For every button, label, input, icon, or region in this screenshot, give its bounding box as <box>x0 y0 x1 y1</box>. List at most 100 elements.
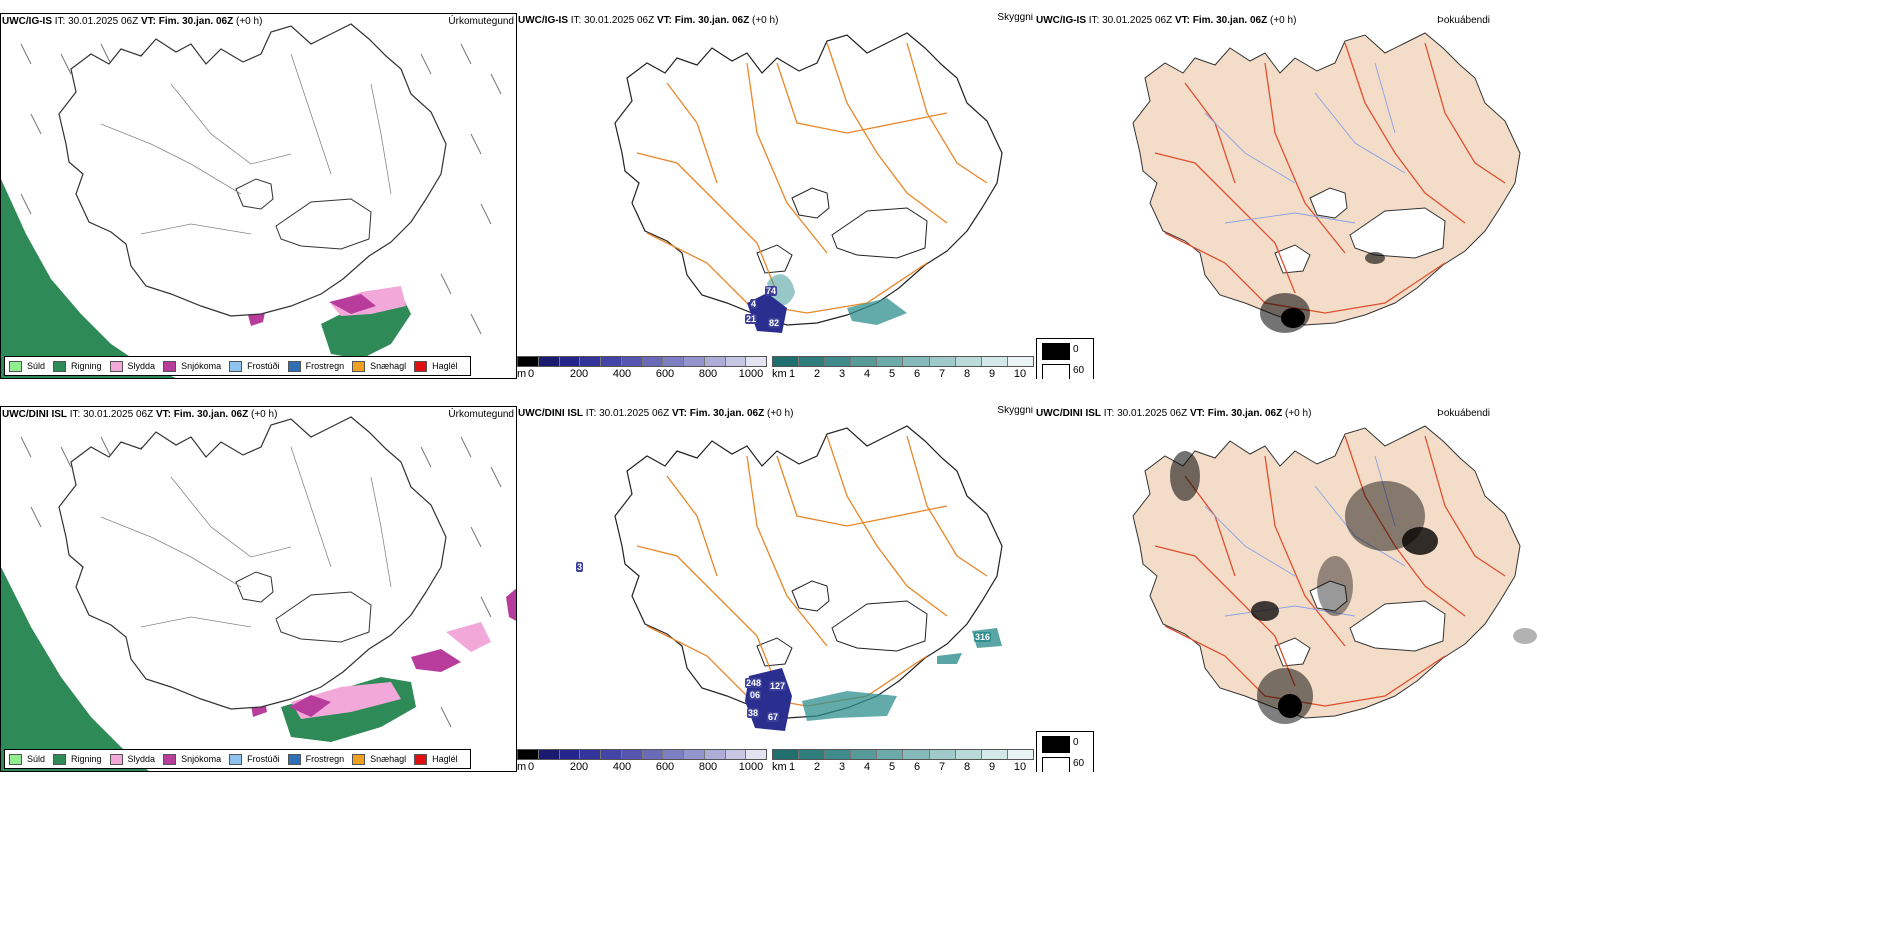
panel-title: Skyggni <box>997 406 1033 416</box>
km-tick: 3 <box>838 761 846 772</box>
vis-label: 82 <box>768 318 781 328</box>
km-tick: 6 <box>913 368 921 379</box>
valid-time-label: VT: <box>140 16 156 27</box>
legend-swatch <box>287 753 301 765</box>
legend-swatch <box>163 360 177 372</box>
legend-item-frostudi: Frostúði <box>229 753 280 765</box>
fog-legend: 0 60 <box>1036 338 1094 379</box>
km-colorbar-cells <box>772 356 1034 367</box>
fog-map-bottom <box>1132 425 1537 724</box>
valid-time: Fim. 30.jan. 06Z <box>674 15 750 26</box>
height-tick: 0 <box>527 761 535 772</box>
init-time: IT: 30.01.2025 06Z <box>570 15 655 26</box>
km-colorbar-cells <box>772 749 1034 760</box>
km-tick: 5 <box>888 761 896 772</box>
legend-item-slydda: Slydda <box>109 753 155 765</box>
height-tick: 800 <box>698 761 718 772</box>
height-unit: m <box>517 368 527 379</box>
precip-legend: Súld Rigning Slydda Snjókoma Frostúði Fr… <box>4 749 471 769</box>
legend-swatch <box>9 360 22 372</box>
km-tick: 7 <box>938 368 946 379</box>
km-tick: 9 <box>988 761 996 772</box>
legend-item-rigning: Rigning <box>53 360 102 372</box>
fog-index-panel-top: UWC/IG-IS IT: 30.01.2025 06Z VT: Fim. 30… <box>1035 13 1555 379</box>
vis-label: 38 <box>747 708 760 718</box>
panel-title: Þokuábendi <box>1437 15 1490 26</box>
legend-swatch <box>414 753 428 765</box>
valid-time: Fim. 30.jan. 06Z <box>689 408 765 419</box>
legend-swatch <box>163 753 177 765</box>
legend-swatch <box>414 360 428 372</box>
fog-legend-swatch <box>1042 736 1070 753</box>
height-tick: 1000 <box>738 368 764 379</box>
visibility-panel-bottom: 248 127 06 38 67 316 3 UWC/DINI ISL IT: … <box>517 406 1035 772</box>
fog-legend: 0 60 <box>1036 731 1094 772</box>
init-time: IT: 30.01.2025 06Z <box>69 409 154 420</box>
km-colorbar: 1 2 3 4 5 6 7 8 9 10 km <box>772 749 1034 772</box>
valid-time: Fim. 30.jan. 06Z <box>173 409 249 420</box>
km-tick: 3 <box>838 368 846 379</box>
legend-item-snaehagl: Snæhagl <box>352 753 406 765</box>
height-tick: 400 <box>612 761 632 772</box>
height-tick: 0 <box>527 368 535 379</box>
km-tick: 8 <box>963 761 971 772</box>
init-time: IT: 30.01.2025 06Z <box>54 16 139 27</box>
model-name: UWC/DINI ISL <box>518 408 583 419</box>
height-colorbar-cells <box>517 356 767 367</box>
model-name: UWC/IG-IS <box>518 15 568 26</box>
legend-swatch <box>53 753 67 765</box>
valid-time-label: VT: <box>656 15 672 26</box>
legend-item-haglel: Haglél <box>414 360 458 372</box>
fog-map-top <box>1132 32 1521 333</box>
lead-time: (+0 h) <box>767 408 794 419</box>
km-unit: km <box>772 761 787 772</box>
lead-time: (+0 h) <box>251 409 278 420</box>
valid-time-label: VT: <box>155 409 171 420</box>
legend-swatch <box>352 360 366 372</box>
precip-map-bottom <box>1 416 516 771</box>
km-tick: 9 <box>988 368 996 379</box>
fog-legend-value: 60 <box>1073 758 1085 769</box>
init-time: IT: 30.01.2025 06Z <box>1088 15 1173 26</box>
legend-item-snaehagl: Snæhagl <box>352 360 406 372</box>
legend-item-frostudi: Frostúði <box>229 360 280 372</box>
legend-swatch <box>229 360 243 372</box>
height-tick: 200 <box>569 368 589 379</box>
vis-label: 248 <box>745 678 763 688</box>
precip-map-top <box>1 23 502 378</box>
km-tick: 1 <box>788 761 796 772</box>
height-tick: 200 <box>569 761 589 772</box>
legend-swatch <box>229 753 243 765</box>
vis-label: 67 <box>767 712 780 722</box>
fog-legend-value: 60 <box>1073 365 1085 376</box>
vis-label: 316 <box>974 632 992 642</box>
panel-title: Þokuábendi <box>1437 408 1490 419</box>
legend-swatch <box>109 360 123 372</box>
lead-time: (+0 h) <box>236 16 263 27</box>
lead-time: (+0 h) <box>1285 408 1312 419</box>
init-time: IT: 30.01.2025 06Z <box>1103 408 1188 419</box>
km-unit: km <box>772 368 787 379</box>
fog-legend-swatch <box>1042 343 1070 360</box>
fog-index-panel-bottom: UWC/DINI ISL IT: 30.01.2025 06Z VT: Fim.… <box>1035 406 1555 772</box>
precip-legend: Súld Rigning Slydda Snjókoma Frostúði Fr… <box>4 356 471 376</box>
valid-time-label: VT: <box>1174 15 1190 26</box>
height-colorbar: 0 200 400 600 800 1000 m <box>517 356 767 379</box>
legend-swatch <box>53 360 67 372</box>
vis-label: 4 <box>750 299 758 309</box>
km-tick: 6 <box>913 761 921 772</box>
km-tick: 7 <box>938 761 946 772</box>
fog-legend-value: 0 <box>1073 737 1079 748</box>
km-tick: 8 <box>963 368 971 379</box>
vis-label: 127 <box>769 681 787 691</box>
model-name: UWC/IG-IS <box>1036 15 1086 26</box>
legend-swatch <box>287 360 301 372</box>
fog-legend-value: 0 <box>1073 344 1079 355</box>
legend-item-frostregn: Frostregn <box>287 753 344 765</box>
vis-label: 06 <box>749 690 762 700</box>
model-name: UWC/DINI ISL <box>1036 408 1101 419</box>
km-colorbar: 1 2 3 4 5 6 7 8 9 10 km <box>772 356 1034 379</box>
km-tick: 1 <box>788 368 796 379</box>
valid-time-label: VT: <box>671 408 687 419</box>
km-tick: 2 <box>813 368 821 379</box>
